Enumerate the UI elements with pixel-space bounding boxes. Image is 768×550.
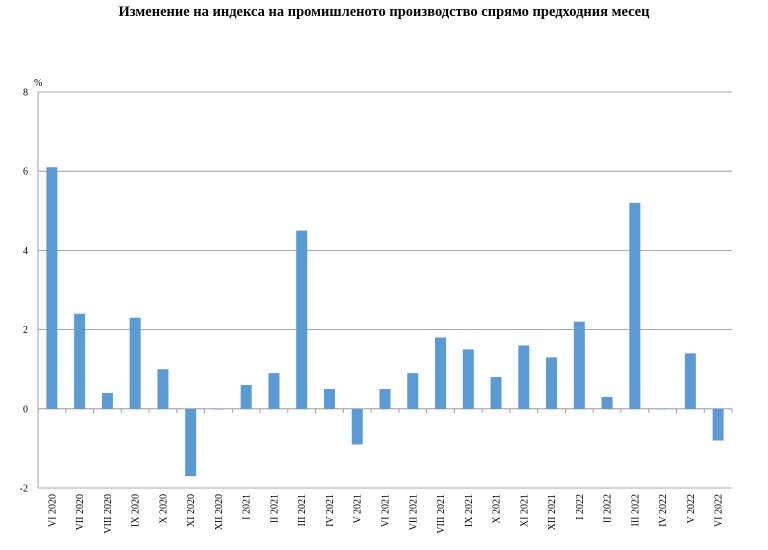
bar-V-2022 <box>684 353 696 409</box>
y-tick-label: 0 <box>23 404 28 415</box>
bar-II-2022 <box>601 396 613 409</box>
category-label: X 2021 <box>492 494 503 524</box>
bar-XII-2020 <box>212 408 224 410</box>
category-label: X 2020 <box>158 494 169 524</box>
category-label: II 2022 <box>603 494 614 523</box>
category-label: VII 2021 <box>408 494 419 530</box>
bar-X-2021 <box>490 377 502 409</box>
category-label: III 2021 <box>297 494 308 527</box>
y-tick-label: 2 <box>23 325 28 336</box>
category-label: IV 2021 <box>325 494 336 527</box>
bar-VIII-2020 <box>101 392 113 409</box>
labels: -2 0 2 4 6 8% VI 2020 VII 2020 VIII 2020 IX 2020 X… <box>20 78 725 534</box>
bars <box>46 167 724 477</box>
bar-VII-2020 <box>74 313 86 409</box>
category-label: IV 2022 <box>658 494 669 527</box>
category-label: IX 2020 <box>131 494 142 527</box>
bar-IX-2020 <box>129 317 141 409</box>
category-label: XI 2021 <box>519 494 530 527</box>
category-label: XII 2021 <box>547 494 558 530</box>
bar-III-2022 <box>629 202 641 409</box>
category-label: XI 2020 <box>186 494 197 527</box>
category-label: VI 2021 <box>381 494 392 527</box>
bar-XII-2021 <box>546 357 558 409</box>
bar-XI-2020 <box>185 408 197 477</box>
bar-VI-2020 <box>46 167 58 409</box>
bar-VIII-2021 <box>435 337 447 409</box>
category-label: III 2022 <box>630 494 641 527</box>
y-tick-label: -2 <box>20 484 28 495</box>
y-axis-unit: % <box>34 78 42 89</box>
category-label: IX 2021 <box>464 494 475 527</box>
bar-VII-2021 <box>407 373 419 409</box>
bar-V-2021 <box>351 408 363 445</box>
category-label: V 2021 <box>353 494 364 524</box>
category-label: I 2022 <box>575 494 586 520</box>
bar-VI-2022 <box>712 408 724 441</box>
bar-I-2021 <box>240 385 252 409</box>
bar-VI-2021 <box>379 389 391 409</box>
bar-XI-2021 <box>518 345 530 409</box>
category-label: II 2021 <box>269 494 280 523</box>
axes <box>37 92 733 488</box>
grid-lines <box>38 91 732 489</box>
chart-title: Изменение на индекса на промишленото про… <box>118 4 650 20</box>
category-label: V 2022 <box>686 494 697 524</box>
bar-III-2021 <box>296 230 308 409</box>
bar-IV-2022 <box>657 408 669 410</box>
category-label: VI 2020 <box>47 494 58 527</box>
category-label: XII 2020 <box>214 494 225 530</box>
bar-II-2021 <box>268 373 280 409</box>
bar-I-2022 <box>573 321 585 409</box>
bar-IV-2021 <box>323 389 335 409</box>
bar-X-2020 <box>157 369 169 409</box>
category-label: I 2021 <box>242 494 253 520</box>
category-label: VIII 2021 <box>436 494 447 534</box>
bar-IX-2021 <box>462 349 474 409</box>
y-tick-label: 6 <box>23 167 28 178</box>
y-tick-label: 8 <box>23 88 28 99</box>
category-label: VI 2022 <box>714 494 725 527</box>
category-label: VIII 2020 <box>103 494 114 534</box>
category-label: VII 2020 <box>75 494 86 530</box>
y-tick-label: 4 <box>23 246 28 257</box>
